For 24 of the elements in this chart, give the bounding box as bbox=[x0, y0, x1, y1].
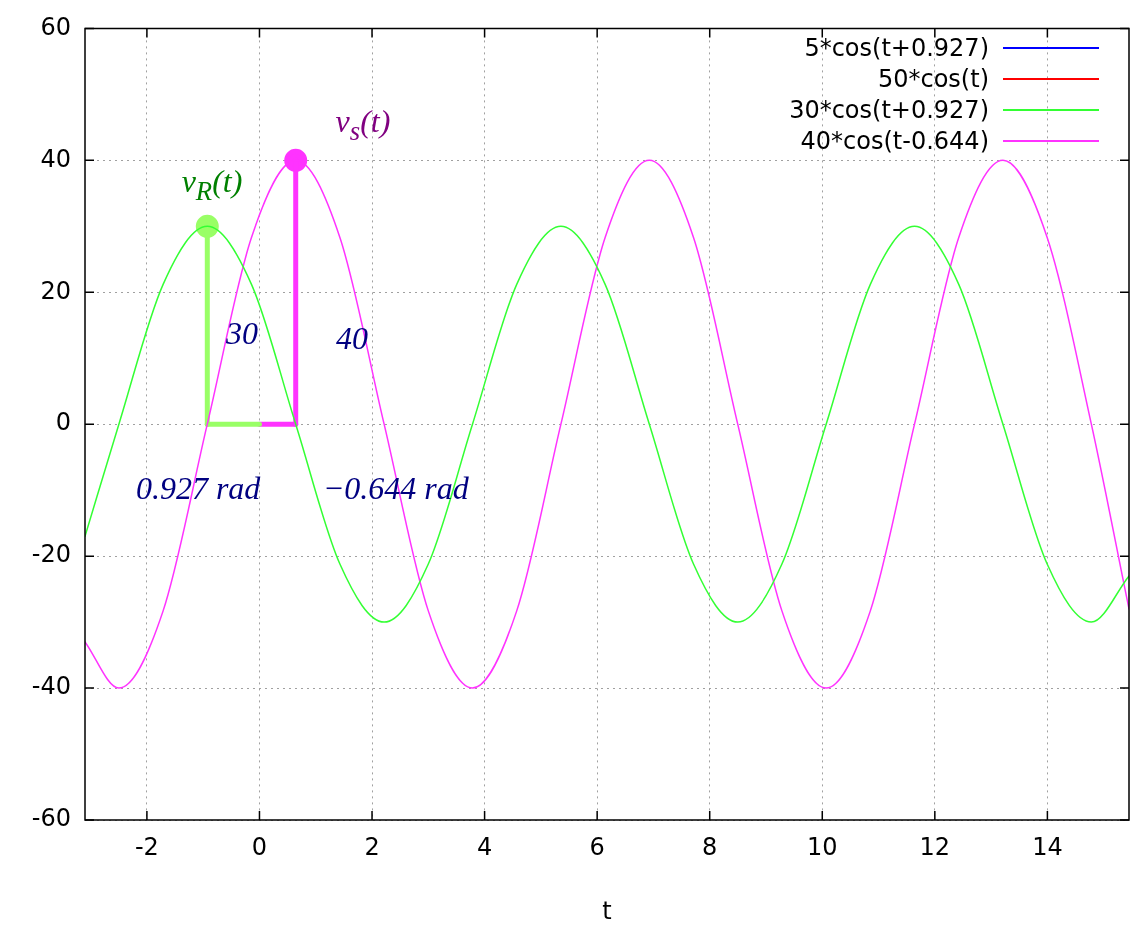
legend-label: 30*cos(t+0.927) bbox=[789, 95, 989, 124]
y-tick-label: 0 bbox=[55, 408, 71, 437]
x-tick-label: 10 bbox=[807, 832, 838, 861]
annotation: 30 bbox=[226, 314, 258, 352]
annotation: v$_{R}$(t) bbox=[181, 163, 243, 207]
x-tick-label: 4 bbox=[476, 832, 493, 861]
x-axis-title: t bbox=[602, 896, 612, 925]
annotation: v$_{s}$(t) bbox=[335, 103, 391, 147]
y-tick-label: -40 bbox=[31, 672, 71, 701]
y-tick-label: 40 bbox=[40, 144, 71, 173]
x-tick-label: 12 bbox=[919, 832, 951, 861]
x-tick-label: 6 bbox=[589, 832, 605, 861]
y-tick-label: -60 bbox=[31, 804, 71, 833]
legend-label: 40*cos(t-0.644) bbox=[800, 126, 989, 155]
legend-label: 5*cos(t+0.927) bbox=[804, 33, 989, 62]
x-tick-label: 8 bbox=[702, 832, 718, 861]
x-tick-label: 2 bbox=[364, 832, 380, 861]
x-tick-label: 0 bbox=[251, 832, 268, 861]
y-tick-label: -20 bbox=[31, 540, 71, 569]
y-tick-label: 60 bbox=[40, 12, 71, 41]
x-tick-label: -2 bbox=[134, 832, 159, 861]
legend-label: 50*cos(t) bbox=[877, 64, 989, 93]
y-tick-label: 20 bbox=[40, 276, 71, 305]
x-tick-label: 14 bbox=[1032, 832, 1063, 861]
